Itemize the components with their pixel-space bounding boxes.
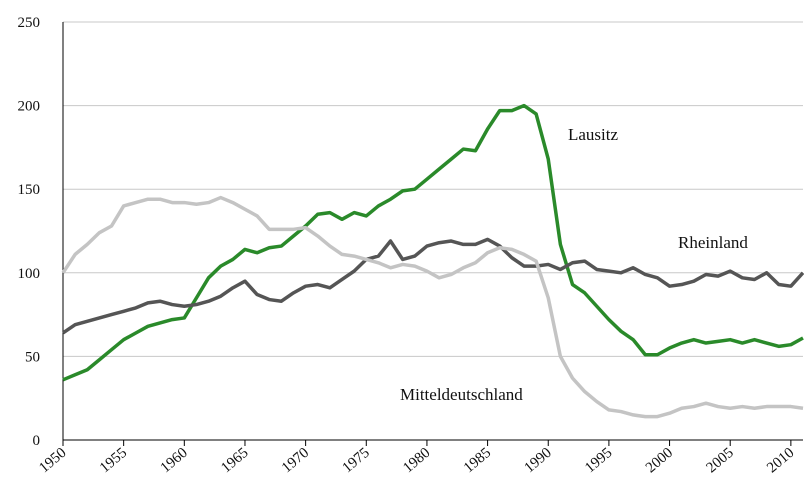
x-tick-label: 1980 bbox=[400, 445, 433, 477]
x-tick-label: 1960 bbox=[158, 445, 191, 477]
x-tick-label: 1955 bbox=[97, 445, 130, 477]
y-tick-label: 150 bbox=[18, 182, 41, 198]
line-series bbox=[62, 103, 804, 382]
x-tick-label: 2010 bbox=[764, 445, 797, 477]
series-label: Rheinland bbox=[678, 233, 748, 252]
y-tick-label: 250 bbox=[18, 15, 41, 31]
x-tick-label: 1975 bbox=[340, 445, 373, 477]
x-tick-label: 1985 bbox=[461, 445, 494, 477]
y-tick-label: 0 bbox=[33, 433, 41, 449]
y-tick-label: 50 bbox=[25, 349, 40, 365]
x-tick-label: 1950 bbox=[36, 445, 69, 477]
line-series bbox=[61, 195, 804, 419]
y-tick-label: 200 bbox=[18, 99, 41, 115]
x-tick-label: 2000 bbox=[643, 445, 676, 477]
x-tick-label: 1990 bbox=[522, 445, 555, 477]
series-label: Lausitz bbox=[568, 125, 618, 144]
x-tick-label: 1970 bbox=[279, 445, 312, 477]
x-tick-label: 1995 bbox=[582, 445, 615, 477]
x-tick-label: 1965 bbox=[218, 445, 251, 477]
line-series bbox=[62, 237, 804, 335]
x-tick-label: 2005 bbox=[704, 445, 737, 477]
series-label: Mitteldeutschland bbox=[400, 385, 523, 404]
y-tick-label: 100 bbox=[18, 266, 41, 282]
